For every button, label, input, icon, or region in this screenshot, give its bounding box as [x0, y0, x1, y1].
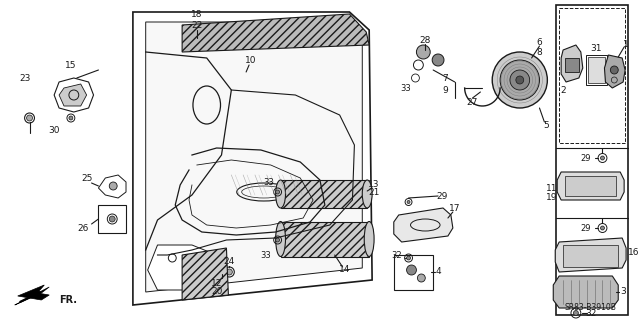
Bar [559, 8, 625, 143]
Polygon shape [133, 12, 372, 305]
Polygon shape [18, 285, 49, 300]
Polygon shape [394, 208, 453, 242]
Circle shape [432, 54, 444, 66]
Text: 11: 11 [546, 183, 557, 193]
Text: 32: 32 [391, 251, 402, 260]
Circle shape [227, 269, 232, 275]
Circle shape [573, 310, 579, 316]
Circle shape [600, 156, 604, 160]
Circle shape [276, 190, 280, 194]
Text: 19: 19 [546, 193, 557, 202]
Text: 29: 29 [580, 223, 591, 233]
Text: 21: 21 [369, 188, 380, 196]
Polygon shape [148, 245, 216, 290]
Circle shape [417, 274, 426, 282]
Text: 33: 33 [260, 251, 271, 260]
Circle shape [276, 238, 280, 242]
Text: 4: 4 [435, 268, 441, 276]
Polygon shape [557, 172, 624, 200]
Circle shape [406, 256, 410, 260]
Polygon shape [15, 287, 49, 305]
Ellipse shape [276, 221, 285, 257]
Bar [588, 57, 605, 83]
Bar [563, 245, 618, 267]
Polygon shape [182, 14, 369, 52]
Text: 18
22: 18 22 [191, 10, 203, 30]
Text: 26: 26 [77, 223, 88, 233]
Text: 2: 2 [560, 85, 566, 94]
Text: FR.: FR. [59, 295, 77, 305]
Polygon shape [146, 22, 362, 292]
Text: 9: 9 [442, 85, 448, 94]
Text: 16: 16 [628, 247, 639, 257]
Text: 32: 32 [585, 308, 596, 317]
Text: 31: 31 [590, 44, 602, 52]
Ellipse shape [276, 180, 285, 208]
Text: 6: 6 [536, 37, 542, 46]
Polygon shape [182, 248, 228, 300]
Bar [394, 255, 433, 290]
Circle shape [417, 45, 430, 59]
Circle shape [500, 60, 540, 100]
Text: 30: 30 [49, 125, 60, 134]
Ellipse shape [362, 180, 372, 208]
Text: 29: 29 [580, 154, 591, 163]
Ellipse shape [364, 221, 374, 257]
Text: 3: 3 [620, 287, 626, 297]
Text: 13: 13 [369, 180, 380, 188]
Text: 33: 33 [400, 84, 411, 92]
Text: 27: 27 [467, 98, 478, 107]
Text: 28: 28 [420, 36, 431, 44]
Text: 5: 5 [543, 121, 549, 130]
Polygon shape [59, 84, 86, 106]
Polygon shape [561, 45, 583, 82]
Text: 25: 25 [81, 173, 92, 182]
Polygon shape [556, 238, 626, 272]
Circle shape [407, 201, 410, 204]
Polygon shape [54, 78, 93, 112]
Text: 20: 20 [211, 287, 222, 297]
Polygon shape [604, 55, 625, 88]
Circle shape [516, 76, 524, 84]
Circle shape [109, 182, 117, 190]
Bar [565, 176, 616, 196]
Bar [565, 58, 579, 72]
Text: 17: 17 [449, 204, 461, 212]
Circle shape [492, 52, 547, 108]
Polygon shape [99, 175, 126, 198]
Text: 12: 12 [211, 278, 222, 287]
Circle shape [69, 116, 73, 120]
Text: 14: 14 [339, 266, 350, 275]
Bar [280, 222, 369, 257]
Text: 7: 7 [442, 74, 448, 83]
Circle shape [27, 115, 33, 121]
Circle shape [109, 216, 115, 222]
Circle shape [600, 226, 604, 230]
Text: 8: 8 [536, 47, 542, 57]
Text: 1: 1 [623, 39, 629, 49]
Text: 10: 10 [245, 55, 257, 65]
Text: 24: 24 [224, 258, 235, 267]
Text: 29: 29 [436, 191, 448, 201]
Circle shape [406, 265, 417, 275]
Polygon shape [553, 276, 618, 308]
Circle shape [510, 70, 530, 90]
Bar [99, 205, 126, 233]
Text: 33: 33 [264, 178, 274, 187]
Bar [586, 55, 607, 85]
Text: SR83-B3910B: SR83-B3910B [564, 302, 616, 311]
Text: 23: 23 [19, 74, 30, 83]
Bar [556, 5, 628, 315]
Text: 15: 15 [65, 60, 77, 69]
Circle shape [611, 66, 618, 74]
Bar [280, 180, 367, 208]
